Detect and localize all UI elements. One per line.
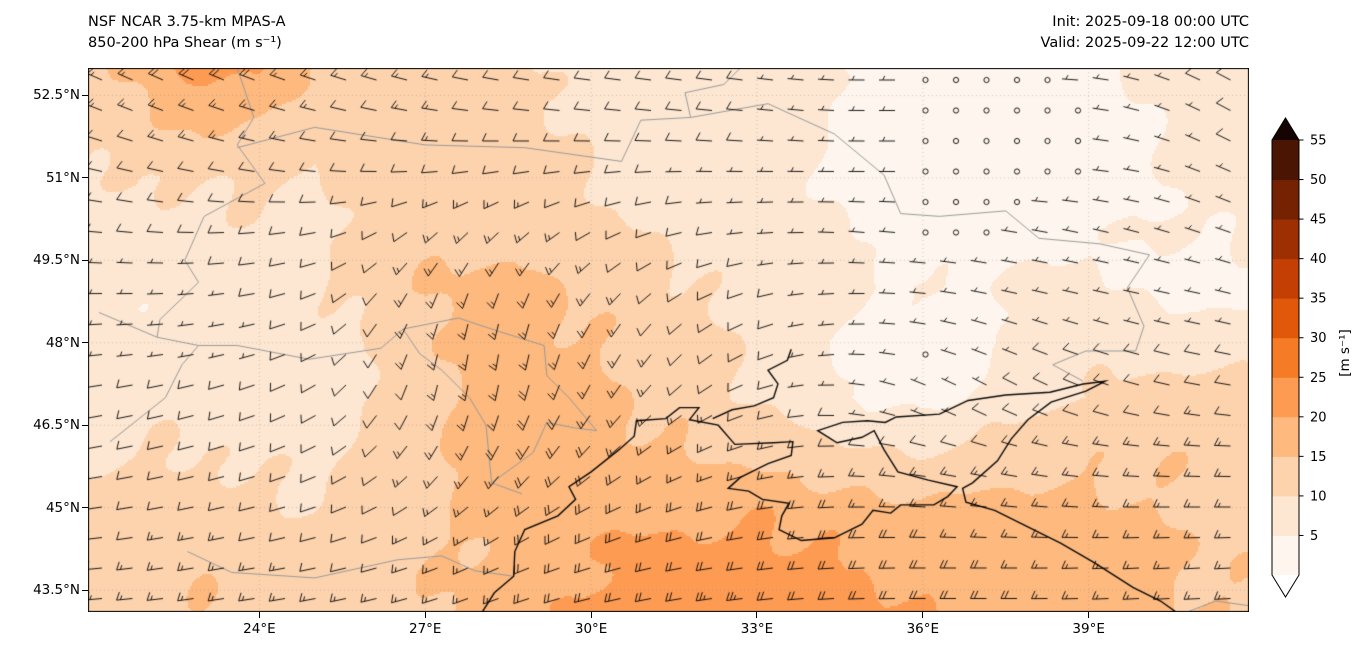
init-time-label: Init: 2025-09-18 00:00 UTC [1052,14,1249,30]
colorbar-band [1272,179,1299,220]
y-tick-label: 46.5°N [33,417,80,434]
colorbar-tick-label: 5 [1310,529,1318,544]
plot-title-block: NSF NCAR 3.75-km MPAS-A 850-200 hPa Shea… [88,12,286,54]
colorbar-tick-label: 20 [1310,410,1327,425]
y-tickmark [82,589,88,591]
colorbar-tick-label: 45 [1310,213,1327,228]
colorbar-unit-label: [m s⁻¹] [1337,329,1353,377]
colorbar-band [1272,258,1299,299]
y-tickmark [82,342,88,344]
colorbar-band [1272,377,1299,418]
colorbar-tick-label: 25 [1310,371,1327,386]
x-tick-label: 27°E [409,621,442,637]
x-tickmark [258,612,260,618]
y-tickmark [82,259,88,261]
colorbar-under-arrow [1272,575,1299,597]
x-tickmark [922,612,924,618]
colorbar-band [1272,219,1299,260]
colorbar-band [1272,337,1299,378]
colorbar-tick-label: 15 [1310,450,1327,465]
colorbar-band [1272,140,1299,181]
y-tick-label: 48°N [45,334,80,351]
x-tick-label: 36°E [906,621,940,637]
map-canvas [88,68,1249,612]
colorbar-band [1272,416,1299,457]
valid-time-label: Valid: 2025-09-22 12:00 UTC [1040,35,1249,51]
colorbar-band [1272,456,1299,497]
colorbar-tick-label: 30 [1310,331,1327,346]
colorbar-tick-label: 55 [1310,134,1327,149]
colorbar-tick-label: 35 [1310,292,1327,307]
x-tick-label: 24°E [243,621,276,637]
y-tick-label: 49.5°N [33,252,80,269]
y-tickmark [82,424,88,426]
colorbar-tick-label: 50 [1310,173,1327,188]
y-tick-label: 43.5°N [33,582,80,599]
colorbar-band [1272,298,1299,339]
y-tick-label: 51°N [45,169,80,186]
x-tickmark [1088,612,1090,618]
x-tick-label: 33°E [740,621,774,637]
y-tickmark [82,94,88,96]
x-tickmark [756,612,758,618]
y-tickmark [82,177,88,179]
y-tickmark [82,507,88,509]
colorbar-tick-label: 40 [1310,252,1327,267]
x-tick-label: 30°E [574,621,608,637]
x-tick-label: 39°E [1072,621,1105,637]
x-tickmark [590,612,592,618]
x-tickmark [424,612,426,618]
y-tick-label: 45°N [45,499,80,516]
colorbar-tick-label: 10 [1310,489,1327,504]
colorbar-outline [1271,117,1300,598]
y-tick-label: 52.5°N [33,87,80,104]
colorbar-band [1272,535,1299,576]
model-title: NSF NCAR 3.75-km MPAS-A [88,14,286,30]
field-title: 850-200 hPa Shear (m s⁻¹) [88,35,282,51]
colorbar-band [1272,495,1299,536]
colorbar-over-arrow [1272,118,1299,140]
colorbar: 5 10 15 20 25 30 35 40 45 50 55 [1271,117,1327,598]
time-title-block: Init: 2025-09-18 00:00 UTC Valid: 2025-0… [1041,12,1249,54]
